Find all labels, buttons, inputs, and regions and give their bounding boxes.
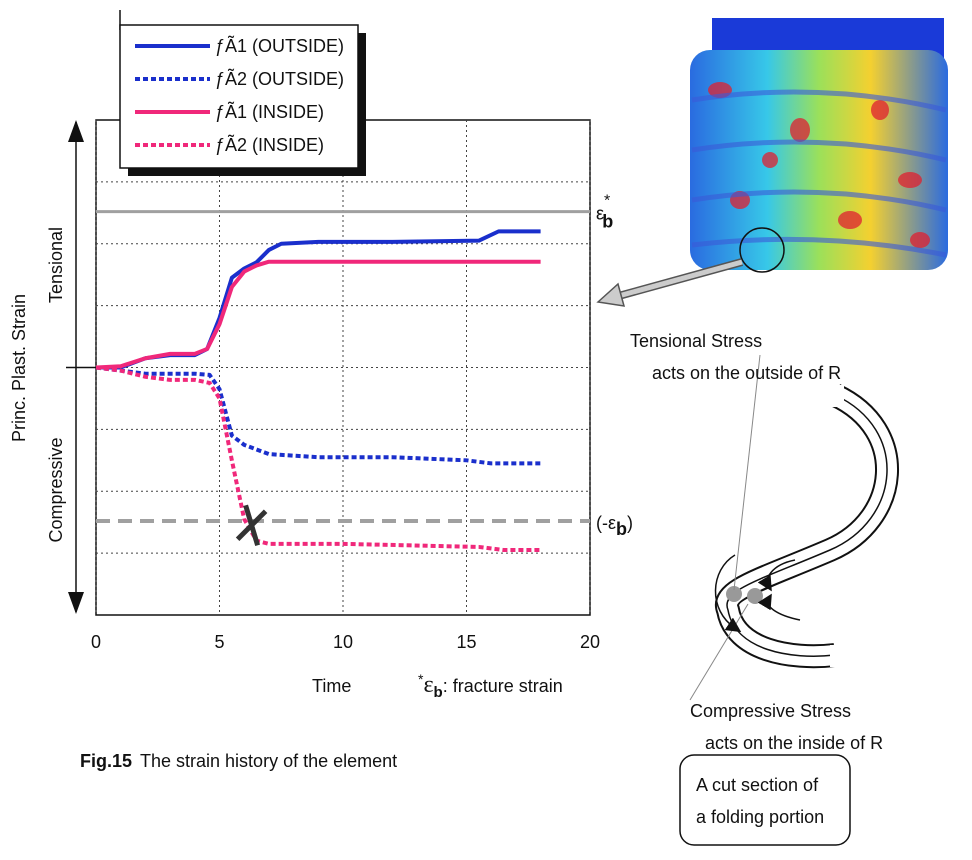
reference-label-prefix: (-ε: [596, 513, 616, 533]
fracture-mark: [235, 504, 268, 546]
reference-label-suffix: ): [627, 513, 633, 533]
box-text: a folding portion: [696, 807, 824, 827]
reference-label-subscript: b: [616, 519, 627, 539]
fold-diagram: [679, 354, 899, 846]
x-tick-label: 10: [333, 632, 353, 652]
reference-label: (-εb): [596, 513, 633, 539]
legend-label: ƒÃ1 (OUTSIDE): [215, 35, 344, 56]
y-label: Princ. Plast. Strain: [9, 294, 29, 442]
reference-label-superscript: *: [604, 193, 610, 210]
tension-note: Tensional Stress: [630, 331, 762, 351]
compression-note: Compressive Stress: [690, 701, 851, 721]
caption: Fig.15 The strain history of the element: [80, 751, 397, 771]
legend: ƒÃ1 (OUTSIDE) ƒÃ2 (OUTSIDE) ƒÃ1 (INSIDE) ƒÃ…: [119, 24, 366, 176]
x-tick-label: 15: [456, 632, 476, 652]
tension-note: acts on the outside of R: [652, 363, 841, 383]
reference-label: ε* b: [596, 193, 613, 232]
legend-label: ƒÃ2 (INSIDE): [215, 134, 324, 155]
x-tick-label: 5: [214, 632, 224, 652]
y-positive-label: Tensional: [46, 227, 66, 303]
y-negative-label: Compressive: [46, 437, 66, 542]
legend-label: ƒÃ2 (OUTSIDE): [215, 68, 344, 89]
x-tick-label: 20: [580, 632, 600, 652]
series-line: [95, 259, 541, 370]
series-line: [95, 365, 541, 466]
plot: 0 5 10 15 20ε* b(-εb)ƒÃ1 (OUTSIDE)ƒÃ2 (OUTSID…: [66, 24, 633, 652]
x-tick-label: 0: [91, 632, 101, 652]
footnote-sub: b: [434, 684, 443, 701]
reference-label-subscript: b: [602, 212, 613, 232]
footnote-text: : fracture strain: [443, 676, 563, 696]
legend-label: ƒÃ1 (INSIDE): [215, 101, 324, 122]
footnote-star: *: [418, 671, 424, 687]
compression-note: acts on the inside of R: [705, 733, 883, 753]
footnote-symbol: ε: [423, 672, 433, 698]
x-label: Time: [312, 676, 351, 696]
caption-text: The strain history of the element: [140, 751, 397, 771]
heatmap-image: [596, 18, 948, 307]
reference-label-prefix: ε: [596, 204, 604, 224]
series-line: [95, 365, 541, 553]
box-text: A cut section of: [696, 775, 819, 795]
caption-label: Fig.15: [80, 751, 132, 771]
footnote: *εb: fracture strain: [418, 671, 563, 701]
